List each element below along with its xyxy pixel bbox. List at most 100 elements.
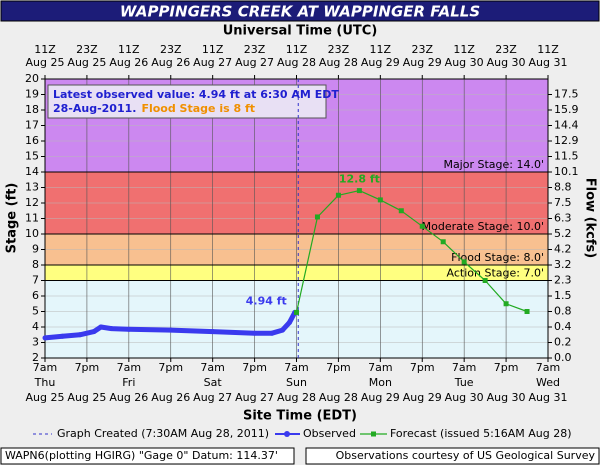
y2-tick-label: 8.8 xyxy=(554,181,572,194)
observed-point xyxy=(42,335,48,341)
observed-point xyxy=(91,329,97,335)
legend-label: Graph Created (7:30AM Aug 28, 2011) xyxy=(57,427,269,440)
x-tick-label: Aug 27 xyxy=(235,391,274,404)
x-tick-label: Aug 25 xyxy=(26,391,65,404)
x2-tick-label: 11Z xyxy=(202,43,224,56)
y2-tick-label: 5.2 xyxy=(554,227,572,240)
footer-right: Observations courtesy of US Geological S… xyxy=(336,449,596,462)
x2-tick-label: 11Z xyxy=(286,43,308,56)
y-tick-label: 11 xyxy=(25,212,39,225)
x2-tick-label: Aug 29 xyxy=(361,56,400,69)
x-tick-label: Aug 28 xyxy=(319,391,358,404)
y-tick-label: 19 xyxy=(25,88,39,101)
y2-tick-label: 0.8 xyxy=(554,305,572,318)
y-axis-title: Stage (ft) xyxy=(5,183,20,254)
x2-tick-label: Aug 30 xyxy=(487,56,526,69)
x-tick-label: 7am xyxy=(536,361,560,374)
y2-axis-title: Flow (kcfs) xyxy=(583,178,598,258)
stage-label: Moderate Stage: 10.0' xyxy=(422,220,544,233)
y-tick-label: 12 xyxy=(25,196,39,209)
x-tick-label: Fri xyxy=(122,376,135,389)
y2-tick-label: 14.4 xyxy=(554,119,579,132)
x-tick-label: 7pm xyxy=(494,361,519,374)
forecast-point xyxy=(482,278,488,283)
y2-tick-label: 10.1 xyxy=(554,165,579,178)
legend-swatch xyxy=(371,431,376,437)
observed-point xyxy=(59,333,65,339)
stage-label: Flood Stage: 8.0' xyxy=(451,251,544,264)
x-tick-label: Aug 29 xyxy=(361,391,400,404)
observed-point xyxy=(280,327,286,333)
chart-title: WAPPINGERS CREEK AT WAPPINGER FALLS xyxy=(120,3,480,21)
x2-tick-label: 11Z xyxy=(537,43,559,56)
data-label: 12.8 ft xyxy=(339,173,380,186)
y-tick-label: 6 xyxy=(32,289,39,302)
observed-point xyxy=(269,330,275,336)
x-tick-label: 7am xyxy=(284,361,308,374)
observed-point xyxy=(108,326,114,332)
series-line xyxy=(295,190,528,313)
x-tick-label: 7pm xyxy=(242,361,267,374)
info-line: Latest observed value: 4.94 ft at 6:30 A… xyxy=(53,88,339,101)
y-tick-label: 7 xyxy=(32,274,39,287)
title-bar xyxy=(0,0,600,22)
info-box xyxy=(47,84,327,119)
y2-tick-label: 11.5 xyxy=(554,150,579,163)
x-axis-title: Site Time (EDT) xyxy=(243,409,357,424)
footer-box xyxy=(305,447,600,465)
x-tick-label: 7am xyxy=(368,361,392,374)
top-axis-title: Universal Time (UTC) xyxy=(223,24,378,39)
x2-tick-label: 23Z xyxy=(495,43,517,56)
y2-tick-label: 7.5 xyxy=(554,196,572,209)
forecast-point xyxy=(398,208,404,214)
x-tick-label: 7pm xyxy=(75,361,100,374)
x2-tick-label: 23Z xyxy=(76,43,98,56)
y2-tick-label: 0.2 xyxy=(554,336,572,349)
x2-tick-label: Aug 25 xyxy=(26,56,65,69)
y2-tick-label: 17.5 xyxy=(554,88,579,101)
forecast-point xyxy=(503,301,509,307)
x2-tick-label: 23Z xyxy=(244,43,266,56)
x2-tick-label: Aug 27 xyxy=(235,56,274,69)
info-date: 28-Aug-2011. xyxy=(53,102,136,115)
forecast-point xyxy=(294,309,299,315)
x-tick-label: Aug 30 xyxy=(487,391,526,404)
forecast-point xyxy=(314,214,320,220)
x2-tick-label: Aug 28 xyxy=(319,56,358,69)
forecast-point xyxy=(356,188,362,194)
y2-tick-label: 6.3 xyxy=(554,212,572,225)
observed-point xyxy=(77,332,83,338)
forecast-point xyxy=(419,223,425,229)
stage-label: Action Stage: 7.0' xyxy=(447,267,544,280)
x2-tick-label: Aug 31 xyxy=(529,56,568,69)
x-tick-label: Sun xyxy=(286,376,307,389)
x2-tick-label: 23Z xyxy=(160,43,182,56)
x-tick-label: 7am xyxy=(33,361,57,374)
x-tick-label: 7am xyxy=(117,361,141,374)
y-tick-label: 8 xyxy=(32,258,39,271)
x-tick-label: Aug 25 xyxy=(67,391,106,404)
y-tick-label: 5 xyxy=(32,305,39,318)
footer-left: WAPN6(plotting HGIRG) "Gage 0" Datum: 11… xyxy=(5,449,278,462)
y-tick-label: 17 xyxy=(25,119,39,132)
x2-tick-label: 11Z xyxy=(118,43,140,56)
x-tick-label: Aug 27 xyxy=(193,391,232,404)
plot-frame xyxy=(44,78,549,359)
y2-tick-label: 12.9 xyxy=(554,134,579,147)
x-tick-label: 7am xyxy=(200,361,224,374)
y-tick-label: 10 xyxy=(25,227,39,240)
x2-tick-label: 11Z xyxy=(34,43,56,56)
x-tick-label: Aug 30 xyxy=(445,391,484,404)
data-label: 4.94 ft xyxy=(246,294,287,307)
x-tick-label: Tue xyxy=(454,376,474,389)
y-tick-label: 14 xyxy=(25,165,39,178)
x-tick-label: 7am xyxy=(452,361,476,374)
x-tick-label: 7pm xyxy=(326,361,351,374)
observed-point xyxy=(287,319,293,325)
y-tick-label: 9 xyxy=(32,243,39,256)
x-tick-label: Sat xyxy=(204,376,223,389)
x-tick-label: Mon xyxy=(369,376,392,389)
x-tick-label: Thu xyxy=(34,376,56,389)
y2-tick-label: 2.3 xyxy=(554,274,572,287)
